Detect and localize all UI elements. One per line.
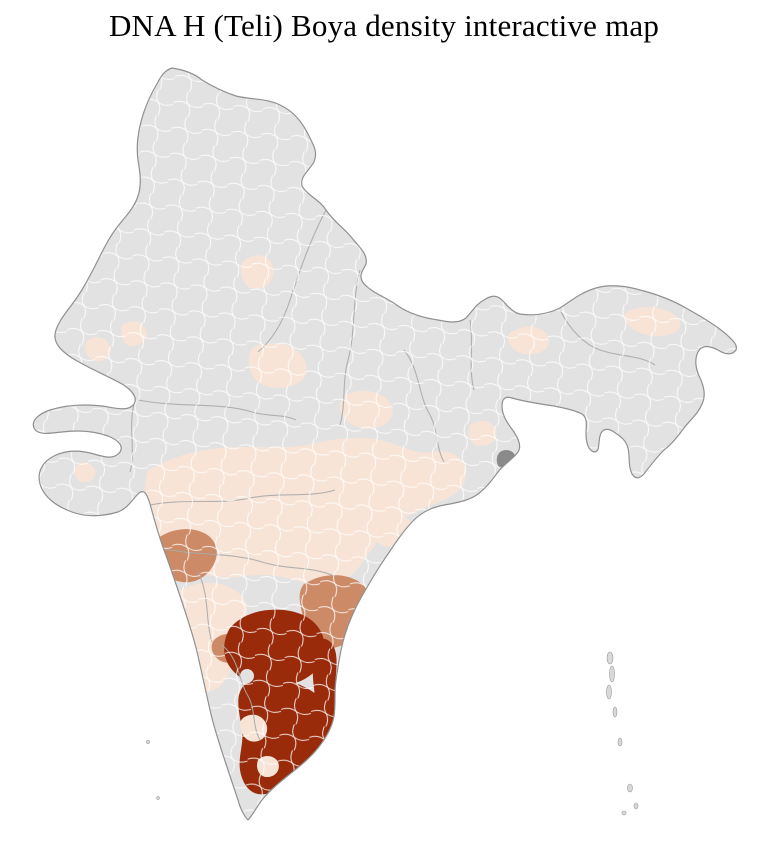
andaman-nicobar-islands[interactable] bbox=[606, 651, 639, 816]
lakshadweep-islands[interactable] bbox=[146, 740, 160, 800]
page-title: DNA H (Teli) Boya density interactive ma… bbox=[108, 8, 660, 43]
